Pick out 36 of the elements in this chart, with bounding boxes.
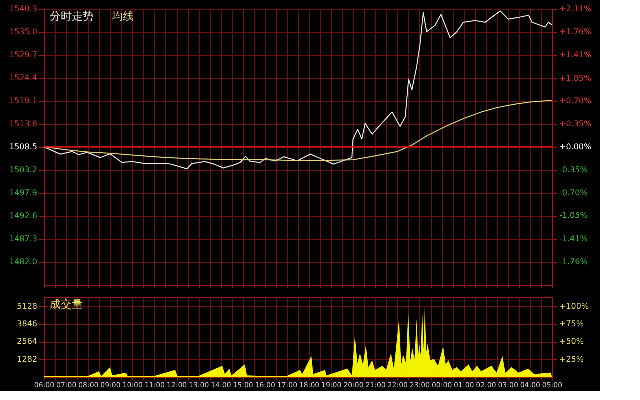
y-tick-label: 1535.0 — [10, 28, 38, 36]
y2-tick-label: +2.11% — [560, 4, 592, 14]
y-tick-label: 1492.6 — [10, 212, 38, 220]
y-tick-label: 1519.1 — [10, 96, 38, 106]
y2-tick-label: -1.05% — [560, 211, 588, 220]
chart-title: 成交量 — [50, 298, 83, 311]
y2-tick-label: +75% — [560, 319, 584, 328]
y-tick-label: 3846 — [17, 319, 38, 328]
y-tick-label: 1487.3 — [10, 234, 38, 244]
y2-tick-label: +1.41% — [560, 50, 592, 60]
y-tick-label: 1513.8 — [10, 120, 38, 128]
y-tick-label: 1497.9 — [10, 188, 38, 198]
y2-tick-label: +50% — [560, 337, 584, 346]
y-tick-label: 1524.4 — [10, 74, 38, 82]
y2-tick-label: +25% — [560, 354, 584, 364]
y2-tick-label: +0.35% — [560, 120, 592, 129]
y2-tick-label: +1.05% — [560, 74, 592, 83]
y2-tick-label: -0.35% — [560, 165, 588, 174]
y2-tick-label: -1.41% — [560, 234, 588, 244]
y2-tick-label: +1.76% — [560, 27, 592, 36]
y2-tick-label: +100% — [560, 302, 590, 311]
y-tick-label: 1282 — [17, 354, 38, 364]
text: 分时走势 — [50, 10, 94, 23]
y2-tick-label: +0.70% — [560, 96, 592, 106]
y-tick-label: 1503.2 — [10, 166, 38, 174]
y-tick-label: 5128 — [17, 302, 38, 311]
line-series — [44, 10, 552, 170]
y-tick-label: 1529.7 — [10, 50, 38, 60]
text: 均线 — [111, 10, 134, 23]
y2-tick-label: -0.70% — [560, 188, 588, 198]
y-tick-label: 1508.5 — [10, 142, 38, 152]
y2-tick-label: -1.76% — [560, 258, 588, 267]
y-tick-label: 1482.0 — [10, 258, 38, 266]
y-tick-label: 2564 — [17, 337, 38, 346]
y-tick-label: 1540.3 — [10, 4, 38, 14]
y2-tick-label: +0.00% — [560, 142, 592, 152]
